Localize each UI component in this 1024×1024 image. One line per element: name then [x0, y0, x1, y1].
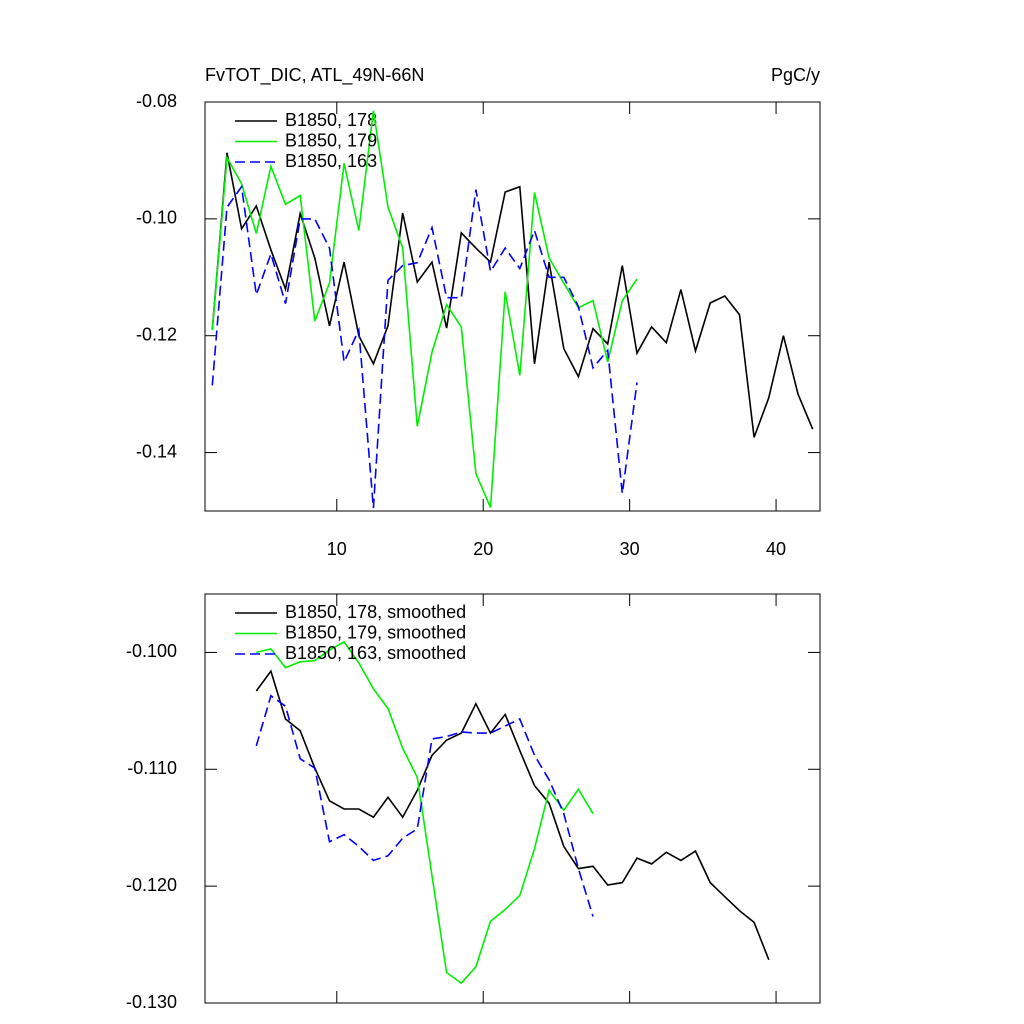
data-line: [211, 184, 638, 509]
data-line: [255, 694, 594, 917]
units-label: PgC/y: [771, 65, 820, 85]
y-tick-label: -0.14: [136, 441, 177, 461]
y-tick-label: -0.110: [127, 758, 177, 778]
data-line: [256, 640, 594, 985]
data-line: [211, 110, 638, 508]
x-tick-label: 20: [473, 539, 493, 559]
y-tick-label: -0.130: [126, 992, 177, 1012]
chart-title: FvTOT_DIC, ATL_49N-66N: [205, 65, 424, 86]
legend-label: B1850, 178, smoothed: [285, 602, 466, 622]
y-tick-label: -0.100: [126, 641, 177, 661]
x-tick-label: 40: [766, 539, 786, 559]
legend-label: B1850, 178: [285, 110, 377, 130]
y-tick-label: -0.10: [136, 208, 177, 228]
legend-label: B1850, 163: [285, 151, 377, 171]
data-line: [255, 669, 770, 961]
x-tick-label: 30: [620, 539, 640, 559]
legend-label: B1850, 163, smoothed: [285, 643, 466, 663]
plot-frame: [204, 101, 821, 512]
data-line: [211, 152, 814, 438]
y-tick-label: -0.12: [136, 324, 177, 344]
plot-frame: [204, 593, 821, 1004]
x-tick-label: 10: [327, 539, 347, 559]
legend-label: B1850, 179, smoothed: [285, 622, 466, 642]
y-tick-label: -0.08: [136, 91, 177, 111]
y-tick-label: -0.120: [126, 875, 177, 895]
legend-label: B1850, 179: [285, 130, 377, 150]
